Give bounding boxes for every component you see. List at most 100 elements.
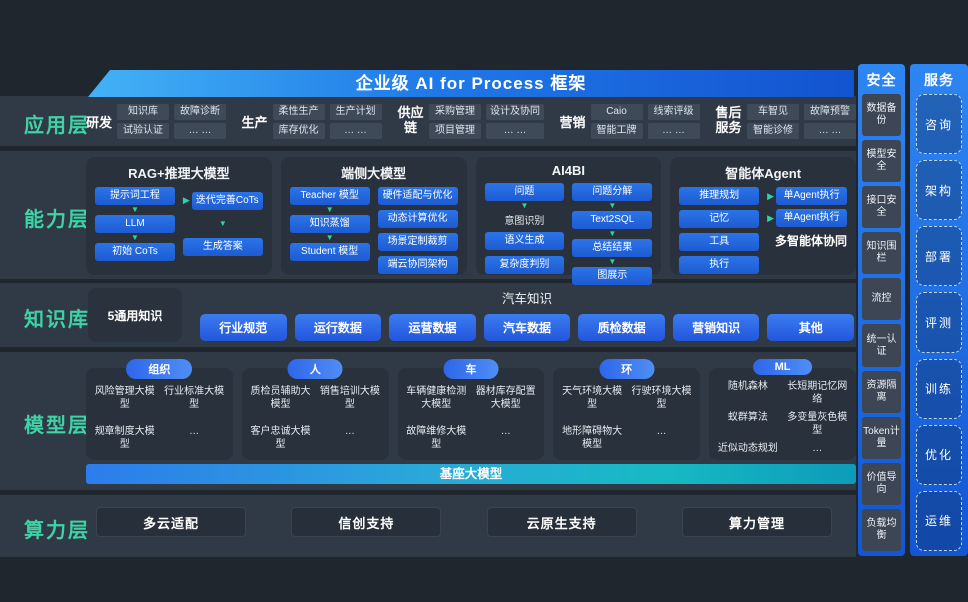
- app-item: 智能诊修: [746, 122, 799, 139]
- card-title: 智能体Agent: [725, 166, 802, 181]
- framework-title-banner: 企业级 AI for Process 框架: [88, 70, 854, 97]
- model-item: 质检员辅助大模型: [250, 386, 311, 410]
- app-item: Caio: [590, 103, 643, 120]
- flow-node: 问题分解: [572, 183, 653, 201]
- arrow-right-icon: ▶: [767, 212, 775, 223]
- security-item: 模型安全: [862, 140, 901, 183]
- compute-boxes-row: 多云适配 信创支持 云原生支持 算力管理: [96, 507, 832, 537]
- flow-node: 初始 CoTs: [95, 243, 175, 261]
- flow-node: 提示词工程: [95, 187, 175, 205]
- app-item: 故障预警: [803, 103, 856, 120]
- service-item: 部署: [916, 226, 962, 287]
- compute-box: 信创支持: [291, 507, 442, 537]
- app-group-items: 柔性生产 库存优化 生产计划 … …: [272, 103, 382, 139]
- security-column-title: 安全: [866, 72, 897, 88]
- security-column: 安全 数据备份 模型安全 接口安全 知识围栏 流控 统一认证 资源隔离 Toke…: [858, 64, 905, 556]
- arrow-right-icon: ▶: [182, 195, 190, 206]
- security-item: 流控: [862, 278, 901, 321]
- app-item: … …: [486, 122, 544, 139]
- app-group-label: 售后服务: [715, 105, 742, 135]
- arrow-right-icon: ▶: [767, 190, 775, 201]
- knowledge-chip: 质检数据: [578, 314, 665, 341]
- app-group-label: 供应链: [397, 105, 424, 135]
- arrow-down-icon: ▼: [608, 257, 617, 266]
- arrow-down-icon: ▼: [325, 233, 334, 242]
- model-item: …: [812, 443, 823, 455]
- flow-node: 问题: [484, 183, 565, 201]
- app-group-items: 采购管理 项目管理 设计及协同 … …: [429, 103, 544, 139]
- model-item: 规章制度大模型: [94, 426, 155, 450]
- card-title: 端侧大模型: [341, 166, 407, 181]
- compute-box: 算力管理: [681, 507, 832, 537]
- arrow-down-icon: ▼: [520, 201, 529, 210]
- app-item: … …: [174, 122, 227, 139]
- flow-node: 单Agent执行: [776, 209, 847, 227]
- knowledge-chip: 其他: [767, 314, 855, 341]
- security-item: 知识围栏: [862, 232, 901, 275]
- app-item: 采购管理: [429, 103, 481, 120]
- arrow-down-icon: ▼: [608, 229, 617, 238]
- app-group-aftersales: 售后服务 车智见 智能诊修 故障预警 … …: [715, 103, 856, 139]
- foundation-model-bar: 基座大模型: [86, 464, 856, 484]
- app-item: 柔性生产: [272, 103, 325, 120]
- knowledge-chip: 营销知识: [672, 314, 760, 341]
- model-item: 销售培训大模型: [319, 386, 380, 410]
- capability-card-agent: 智能体Agent 推理规划 记忆 工具 执行 ▶ 单Agent执行 ▶ 单Age…: [670, 157, 856, 275]
- model-group-pill: ML: [752, 359, 813, 375]
- card-title: RAG+推理大模型: [128, 166, 230, 181]
- security-item: 资源隔离: [862, 370, 901, 413]
- service-item: 评测: [916, 292, 962, 353]
- multi-agent-note: 多智能体协同: [774, 234, 847, 248]
- flow-node: 场景定制裁剪: [377, 233, 458, 251]
- app-item: 智能工牌: [590, 122, 643, 139]
- flow-node: 硬件适配与优化: [377, 187, 458, 205]
- flow-node: 生成答案: [182, 238, 263, 257]
- model-item: 多变量灰色模型: [787, 412, 848, 436]
- security-item: 价值导向: [862, 462, 901, 505]
- arrow-down-icon: ▼: [325, 205, 334, 214]
- model-group-ml: ML 随机森林 长短期记忆网络 蚁群算法 多变量灰色模型 近似动态规划 …: [709, 359, 856, 460]
- flow-node: Teacher 模型: [289, 187, 370, 205]
- capability-cards-row: RAG+推理大模型 提示词工程 ▼ LLM ▼ 初始 CoTs ▶ 迭代完善Co…: [86, 157, 856, 285]
- flow-node: Text2SQL: [572, 211, 653, 229]
- service-item: 架构: [916, 160, 962, 221]
- layer-label-model: 模型层: [24, 415, 90, 437]
- model-item: …: [189, 426, 200, 437]
- flow-text: 意图识别: [504, 216, 545, 227]
- capability-card-ai4bi: AI4BI 问题 ▼ 意图识别 语义生成 复杂度判别 问题分解 ▼ Text2S…: [475, 157, 662, 285]
- layer-label-application: 应用层: [24, 115, 90, 137]
- model-item: 风险管理大模型: [94, 386, 155, 410]
- model-item: 故障维修大模型: [406, 426, 467, 450]
- model-group-pill: 组织: [126, 359, 193, 379]
- service-column-title: 服务: [924, 72, 954, 88]
- app-item: 知识库: [117, 103, 170, 120]
- flow-node: 知识蒸馏: [289, 215, 370, 233]
- service-item: 咨询: [916, 94, 962, 155]
- flow-node: 工具: [679, 233, 760, 251]
- model-item: …: [344, 426, 355, 437]
- flow-node: LLM: [95, 215, 175, 233]
- app-group-items: 车智见 智能诊修 故障预警 … …: [746, 103, 856, 139]
- flow-node: 动态计算优化: [377, 210, 458, 228]
- security-item: 接口安全: [862, 186, 901, 229]
- arrow-down-icon: ▼: [218, 218, 227, 228]
- security-item: Token计量: [862, 416, 901, 459]
- model-item: 近似动态规划: [717, 443, 778, 455]
- app-item: 试验认证: [117, 122, 170, 139]
- knowledge-chip: 行业规范: [200, 314, 287, 341]
- model-group-people: 人 质检员辅助大模型 销售培训大模型 客户忠诚大模型 …: [241, 359, 389, 460]
- app-group-label: 研发: [86, 114, 113, 130]
- model-item: 蚁群算法: [727, 412, 768, 424]
- model-group-environment: 环 天气环境大模型 行驶环境大模型 地形障碍物大模型 …: [553, 359, 701, 460]
- layer-label-compute: 算力层: [24, 520, 90, 542]
- arrow-down-icon: ▼: [130, 233, 139, 242]
- model-group-pill: 车: [443, 359, 499, 379]
- flow-node: 语义生成: [484, 232, 565, 250]
- capability-card-rag: RAG+推理大模型 提示词工程 ▼ LLM ▼ 初始 CoTs ▶ 迭代完善Co…: [86, 157, 272, 275]
- flow-node: 执行: [679, 256, 760, 274]
- flow-node: 推理规划: [679, 187, 760, 205]
- flow-node: 复杂度判别: [484, 256, 565, 274]
- service-items: 咨询 架构 部署 评测 训练 优化 运维: [913, 94, 965, 551]
- app-item: … …: [803, 122, 856, 139]
- model-group-vehicle: 车 车辆健康检测大模型 器材库存配置大模型 故障维修大模型 …: [397, 359, 545, 460]
